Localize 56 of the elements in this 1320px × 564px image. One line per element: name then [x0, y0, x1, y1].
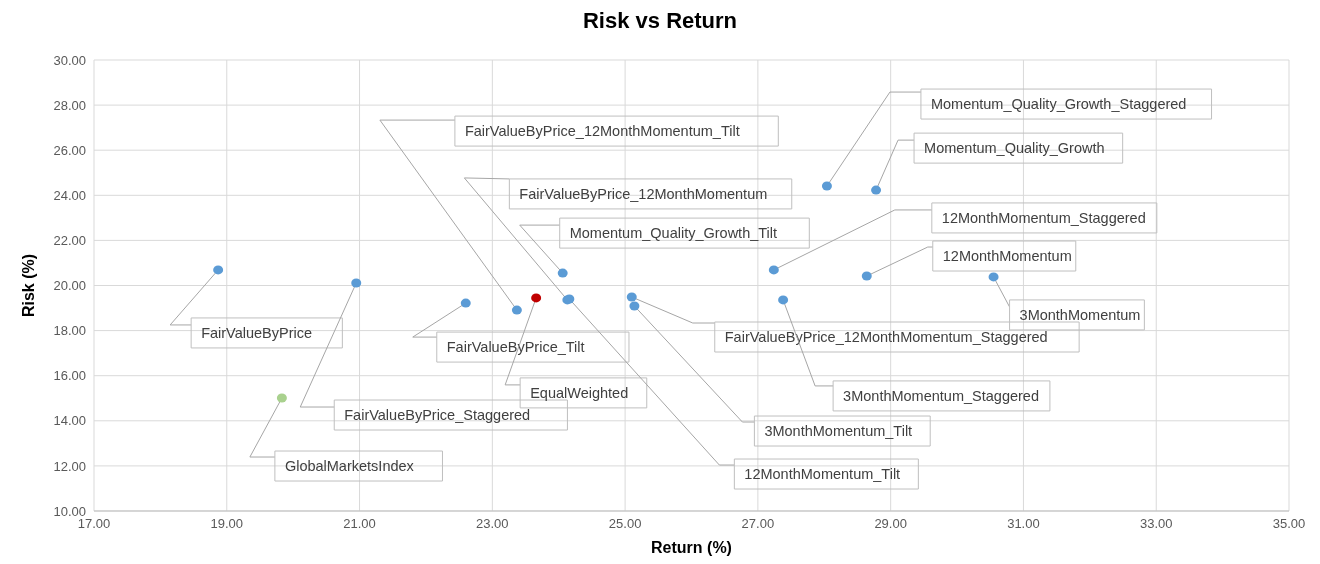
point	[871, 185, 882, 195]
y-tick-label: 18.00	[53, 323, 86, 339]
x-tick-label: 29.00	[874, 516, 907, 532]
annotation: FairValueByPrice_12MonthMomentum_Staggered	[724, 329, 1048, 345]
point	[629, 301, 640, 311]
point	[778, 295, 789, 305]
point	[511, 305, 522, 315]
annotation: 12MonthMomentum_Tilt	[744, 466, 901, 483]
annotation: 3MonthMomentum_Staggered	[843, 387, 1039, 404]
annotation: FairValueByPrice_12MonthMomentum_Tilt	[464, 123, 740, 140]
annotation: Momentum_Quality_Growth	[924, 140, 1105, 157]
point	[213, 265, 224, 275]
y-tick-label: 16.00	[53, 368, 86, 384]
y-tick-label: 30.00	[53, 52, 86, 68]
y-tick-label: 22.00	[53, 233, 86, 249]
point	[768, 265, 779, 275]
y-tick-label: 24.00	[53, 187, 86, 203]
y-axis-title: Risk (%)	[19, 253, 37, 318]
x-tick-label: 23.00	[476, 516, 509, 532]
x-tick-label: 27.00	[741, 516, 775, 532]
chart-title: Risk vs Return	[581, 8, 739, 34]
annotation: Momentum_Quality_Growth_Staggered	[930, 96, 1187, 113]
annotation: 12MonthMomentum_Staggered	[941, 209, 1146, 226]
y-tick-label: 14.00	[53, 413, 86, 429]
x-tick-label: 33.00	[1139, 516, 1173, 532]
point	[821, 181, 832, 191]
y-tick-label: 26.00	[53, 142, 86, 158]
annotation: GlobalMarketsIndex	[284, 458, 415, 475]
annotation: Momentum_Quality_Growth_Tilt	[569, 225, 778, 242]
point	[557, 268, 568, 278]
point	[351, 278, 362, 288]
point	[276, 393, 287, 403]
x-tick-label: 21.00	[343, 516, 376, 532]
x-tick-label: 35.00	[1272, 516, 1306, 532]
y-tick-label: 28.00	[53, 97, 86, 113]
annotation: FairValueByPrice	[201, 324, 313, 341]
point	[626, 292, 637, 302]
point	[460, 298, 471, 308]
x-tick-label: 31.00	[1007, 516, 1040, 532]
annotation: FairValueByPrice_Tilt	[446, 339, 585, 356]
annotation: FairValueByPrice_Staggered	[344, 407, 531, 424]
annotation: 3MonthMomentum	[1019, 306, 1141, 323]
point	[861, 271, 872, 281]
point	[988, 272, 999, 282]
x-tick-label: 19.00	[210, 516, 244, 532]
x-tick-label: 17.00	[77, 516, 111, 532]
annotation: EqualWeighted	[530, 384, 629, 401]
y-tick-label: 20.00	[53, 278, 86, 294]
x-axis-title: Return (%)	[651, 539, 732, 556]
annotation: FairValueByPrice_12MonthMomentum	[519, 185, 768, 202]
x-tick-label: 25.00	[608, 516, 642, 532]
annotation: 3MonthMomentum_Tilt	[764, 423, 913, 440]
annotation: 12MonthMomentum	[942, 248, 1072, 265]
y-tick-label: 10.00	[53, 503, 86, 519]
y-tick-label: 12.00	[53, 458, 86, 474]
point	[531, 293, 542, 303]
